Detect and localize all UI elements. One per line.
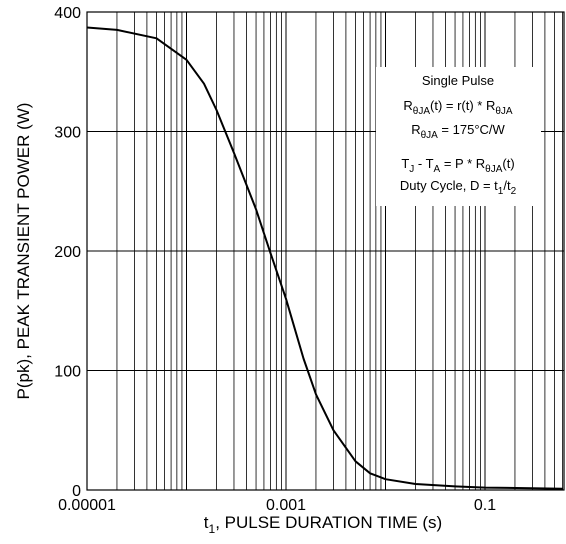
annotation-box	[376, 67, 541, 206]
y-tick-label: 400	[54, 5, 81, 22]
x-tick-label: 0.00001	[58, 497, 116, 514]
y-tick-label: 300	[54, 125, 81, 142]
annotation-line-2: RθJA(t) = r(t) * RθJA	[403, 98, 513, 117]
x-axis-label: t1, PULSE DURATION TIME (s)	[204, 513, 442, 536]
annotation-line-5: Duty Cycle, D = t1/t2	[400, 178, 517, 197]
annotation-line-3: RθJA = 175°C/W	[411, 122, 505, 141]
grid	[87, 12, 564, 490]
plot-frame	[86, 11, 565, 491]
annotation-line-4: TJ - TA = P * RθJA(t)	[401, 156, 514, 175]
legend-annotation: Single Pulse RθJA(t) = r(t) * RθJA RθJA …	[376, 67, 541, 206]
annotation-line-1: Single Pulse	[422, 73, 494, 88]
x-tick-label: 0.1	[474, 497, 496, 514]
y-axis-label: P(pk), PEAK TRANSIENT POWER (W)	[14, 103, 33, 400]
series-group	[86, 26, 564, 490]
y-tick-label: 200	[54, 244, 81, 261]
y-tick-labels: 0 100 200 300 400	[54, 5, 81, 500]
y-tick-label: 100	[54, 364, 81, 381]
x-tick-label: 0.001	[266, 497, 306, 514]
series-line	[86, 26, 564, 490]
y-tick-label: 0	[72, 483, 81, 500]
